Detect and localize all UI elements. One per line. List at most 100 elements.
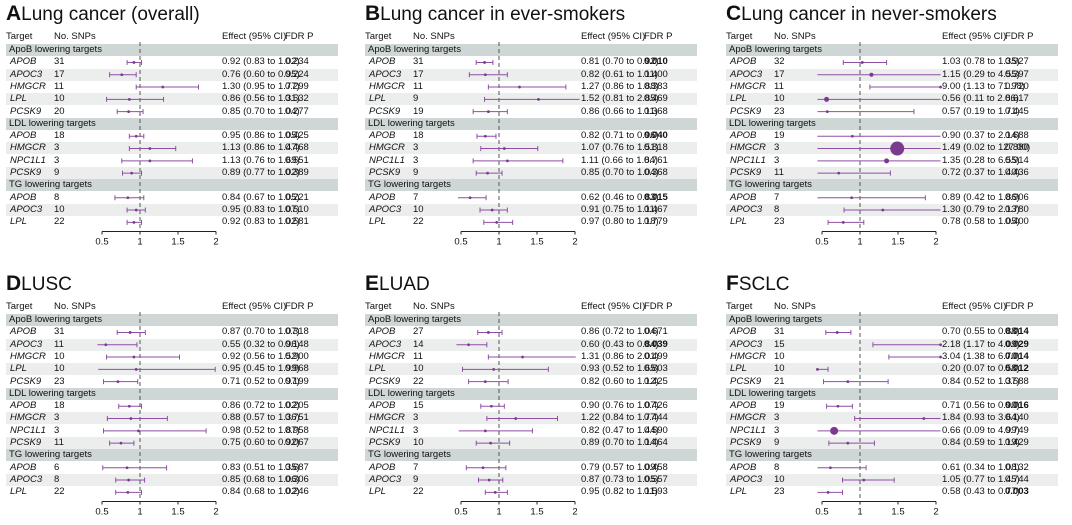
fdr-p-value: 0.014 bbox=[1005, 350, 1029, 362]
point-estimate bbox=[825, 110, 829, 114]
fdr-p-value: 0.803 bbox=[644, 363, 668, 375]
point-estimate bbox=[119, 441, 123, 445]
target-name: PCSK9 bbox=[730, 437, 762, 448]
panel-name: SCLC bbox=[738, 274, 790, 295]
data-row: PCSK9 9 0.89 (0.77 to 1.02) 0.389 bbox=[6, 167, 338, 179]
target-name: HMGCR bbox=[730, 350, 766, 362]
effect-ci: 0.82 (0.61 to 1.11) bbox=[581, 68, 658, 80]
fdr-p-value: 0.749 bbox=[1005, 424, 1029, 436]
effect-ci: 0.86 (0.72 to 1.04) bbox=[581, 326, 659, 338]
panel-a: ALung cancer (overall) Target No. SNPs Effe… bbox=[2, 2, 342, 252]
x-tick-label: 1.5 bbox=[171, 237, 184, 248]
effect-ci: 1.07 (0.76 to 1.51) bbox=[581, 142, 659, 154]
fdr-p-value: 0.751 bbox=[285, 412, 309, 424]
effect-ci: 0.82 (0.47 to 1.44) bbox=[581, 424, 659, 436]
data-row: APOB 7 0.79 (0.57 to 1.09) 0.458 bbox=[365, 462, 697, 474]
point-estimate bbox=[846, 441, 850, 445]
point-estimate bbox=[836, 404, 840, 408]
header-effect: Effect (95% CI) bbox=[222, 301, 287, 312]
data-row: LPL 10 0.86 (0.56 to 1.31) 0.532 bbox=[6, 93, 338, 106]
header-effect: Effect (95% CI) bbox=[222, 31, 287, 42]
data-row: APOC3 14 0.60 (0.43 to 0.84) 0.039 bbox=[365, 338, 697, 351]
section-row: LDL lowering targets bbox=[6, 117, 338, 130]
header-fdr: FDR P bbox=[1005, 31, 1034, 42]
data-row: HMGCR 11 1.30 (0.95 to 1.77) 0.299 bbox=[6, 81, 338, 93]
section-row: LDL lowering targets bbox=[726, 387, 1058, 400]
section-row: ApoB lowering targets bbox=[365, 44, 697, 56]
section-label: ApoB lowering targets bbox=[9, 44, 102, 55]
snp-count: 3 bbox=[774, 412, 780, 424]
point-estimate bbox=[467, 343, 470, 347]
snp-count: 3 bbox=[774, 154, 780, 166]
snp-count: 10 bbox=[54, 350, 65, 362]
snp-count: 7 bbox=[413, 461, 419, 473]
fdr-p-value: 0.400 bbox=[1005, 216, 1029, 228]
data-row: APOB 32 1.03 (0.78 to 1.35) 0.927 bbox=[726, 56, 1058, 68]
point-estimate bbox=[132, 61, 136, 64]
fdr-p-value: 0.469 bbox=[644, 93, 668, 105]
data-row: PCSK9 21 0.84 (0.52 to 1.37) 0.588 bbox=[726, 376, 1058, 388]
target-name: NPC1L1 bbox=[369, 154, 405, 166]
point-estimate bbox=[841, 220, 845, 224]
effect-ci: 0.98 (0.52 to 1.87) bbox=[222, 424, 300, 436]
fdr-p-value: 0.617 bbox=[1005, 93, 1029, 105]
data-row: PCSK9 20 0.85 (0.70 to 1.04) 0.277 bbox=[6, 106, 338, 118]
data-row: NPC1L1 3 0.66 (0.09 to 4.99) 0.749 bbox=[726, 425, 1058, 437]
panel-letter: A bbox=[6, 2, 22, 25]
target-name: APOB bbox=[10, 56, 37, 68]
header-target: Target bbox=[726, 31, 753, 42]
data-row: HMGCR 10 3.04 (1.38 to 6.70) 0.014 bbox=[726, 351, 1058, 363]
x-tick-label: 0.5 bbox=[454, 507, 467, 518]
point-estimate bbox=[130, 171, 134, 175]
data-row: APOB 19 0.90 (0.37 to 2.14) 0.688 bbox=[726, 130, 1058, 142]
point-estimate bbox=[129, 417, 133, 420]
x-tick-label: 1.5 bbox=[530, 507, 543, 518]
target-name: PCSK9 bbox=[730, 167, 762, 178]
point-estimate bbox=[126, 196, 130, 200]
effect-ci: 0.86 (0.56 to 1.31) bbox=[222, 93, 300, 105]
point-estimate bbox=[846, 380, 850, 384]
point-estimate bbox=[161, 85, 165, 89]
section-row: TG lowering targets bbox=[365, 449, 697, 462]
point-estimate bbox=[483, 429, 487, 433]
fdr-p-value: 0.581 bbox=[285, 216, 309, 228]
effect-ci: 0.87 (0.73 to 1.05) bbox=[581, 473, 659, 485]
x-tick-label: 1 bbox=[857, 507, 862, 518]
effect-ci: 0.93 (0.52 to 1.65) bbox=[581, 363, 659, 375]
data-row: HMGCR 10 0.92 (0.56 to 1.52) 0.900 bbox=[6, 351, 338, 363]
effect-ci: 1.11 (0.66 to 1.84) bbox=[581, 154, 658, 166]
fdr-p-value: 0.400 bbox=[644, 68, 668, 80]
snp-count: 9 bbox=[413, 167, 419, 178]
panel-e: ELUAD Target No. SNPs Effect (95% CI) FDR P A… bbox=[361, 272, 701, 522]
target-name: APOC3 bbox=[730, 203, 763, 215]
forest-plot-area: 0.5 1 1.5 2 bbox=[454, 42, 580, 248]
data-row: HMGCR 3 0.88 (0.57 to 1.36) 0.751 bbox=[6, 412, 338, 425]
snp-count: 19 bbox=[774, 400, 785, 412]
x-tick-label: 1.5 bbox=[891, 507, 904, 518]
point-estimate bbox=[132, 220, 136, 224]
x-tick-label: 0.5 bbox=[95, 507, 108, 518]
point-estimate bbox=[468, 196, 472, 200]
target-name: LPL bbox=[10, 363, 27, 375]
snp-count: 8 bbox=[774, 203, 780, 215]
panel-letter: C bbox=[726, 2, 742, 25]
effect-ci: 0.84 (0.59 to 1.19) bbox=[942, 437, 1020, 448]
fdr-p-value: 0.067 bbox=[285, 437, 309, 448]
section-label: TG lowering targets bbox=[729, 179, 812, 191]
panel-letter: D bbox=[6, 272, 22, 295]
forest-plot-area: 0.5 1 1.5 2 bbox=[454, 312, 578, 518]
fdr-p-value: 0.246 bbox=[285, 486, 309, 498]
point-estimate bbox=[826, 490, 830, 494]
fdr-p-value: 0.383 bbox=[644, 80, 668, 92]
target-name: HMGCR bbox=[369, 80, 405, 92]
data-row: NPC1L1 3 1.13 (0.76 to 1.69) 0.551 bbox=[6, 155, 338, 167]
point-estimate bbox=[837, 171, 841, 175]
header-fdr: FDR P bbox=[285, 301, 314, 312]
target-name: HMGCR bbox=[369, 412, 405, 424]
panel-name: LUSC bbox=[21, 274, 72, 295]
target-name: APOB bbox=[10, 130, 37, 142]
target-name: APOB bbox=[730, 130, 757, 142]
point-estimate bbox=[116, 380, 120, 384]
data-row: PCSK9 23 0.71 (0.52 to 0.97) 0.199 bbox=[6, 376, 338, 388]
fdr-p-value: 0.445 bbox=[1005, 105, 1029, 117]
